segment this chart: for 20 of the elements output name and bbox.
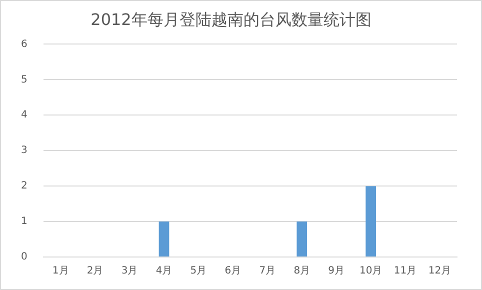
x-tick-label: 9月 — [328, 266, 345, 277]
y-tick-label: 0 — [20, 252, 28, 263]
y-tick-label: 2 — [20, 180, 28, 192]
x-tick-label: 11月 — [394, 266, 417, 277]
x-tick-label: 1月 — [52, 266, 69, 277]
y-tick-label: 3 — [20, 145, 28, 156]
chart-title: 2012年每月登陆越南的台风数量统计图 — [90, 10, 372, 29]
x-tick-label: 10月 — [359, 266, 382, 277]
x-tick-label: 2月 — [86, 266, 104, 277]
x-tick-label: 6月 — [224, 266, 242, 277]
y-tick-label: 4 — [20, 110, 28, 121]
x-tick-label: 12月 — [428, 266, 452, 277]
x-tick-label: 8月 — [294, 266, 310, 277]
x-tick-label: 7月 — [259, 266, 276, 277]
x-tick-label: 5月 — [190, 266, 207, 277]
x-tick-label: 4月 — [156, 266, 172, 277]
y-tick-label: 1 — [20, 216, 28, 228]
y-tick-label: 6 — [20, 38, 28, 50]
y-tick-label: 5 — [20, 74, 28, 86]
x-tick-label: 3月 — [121, 266, 138, 277]
